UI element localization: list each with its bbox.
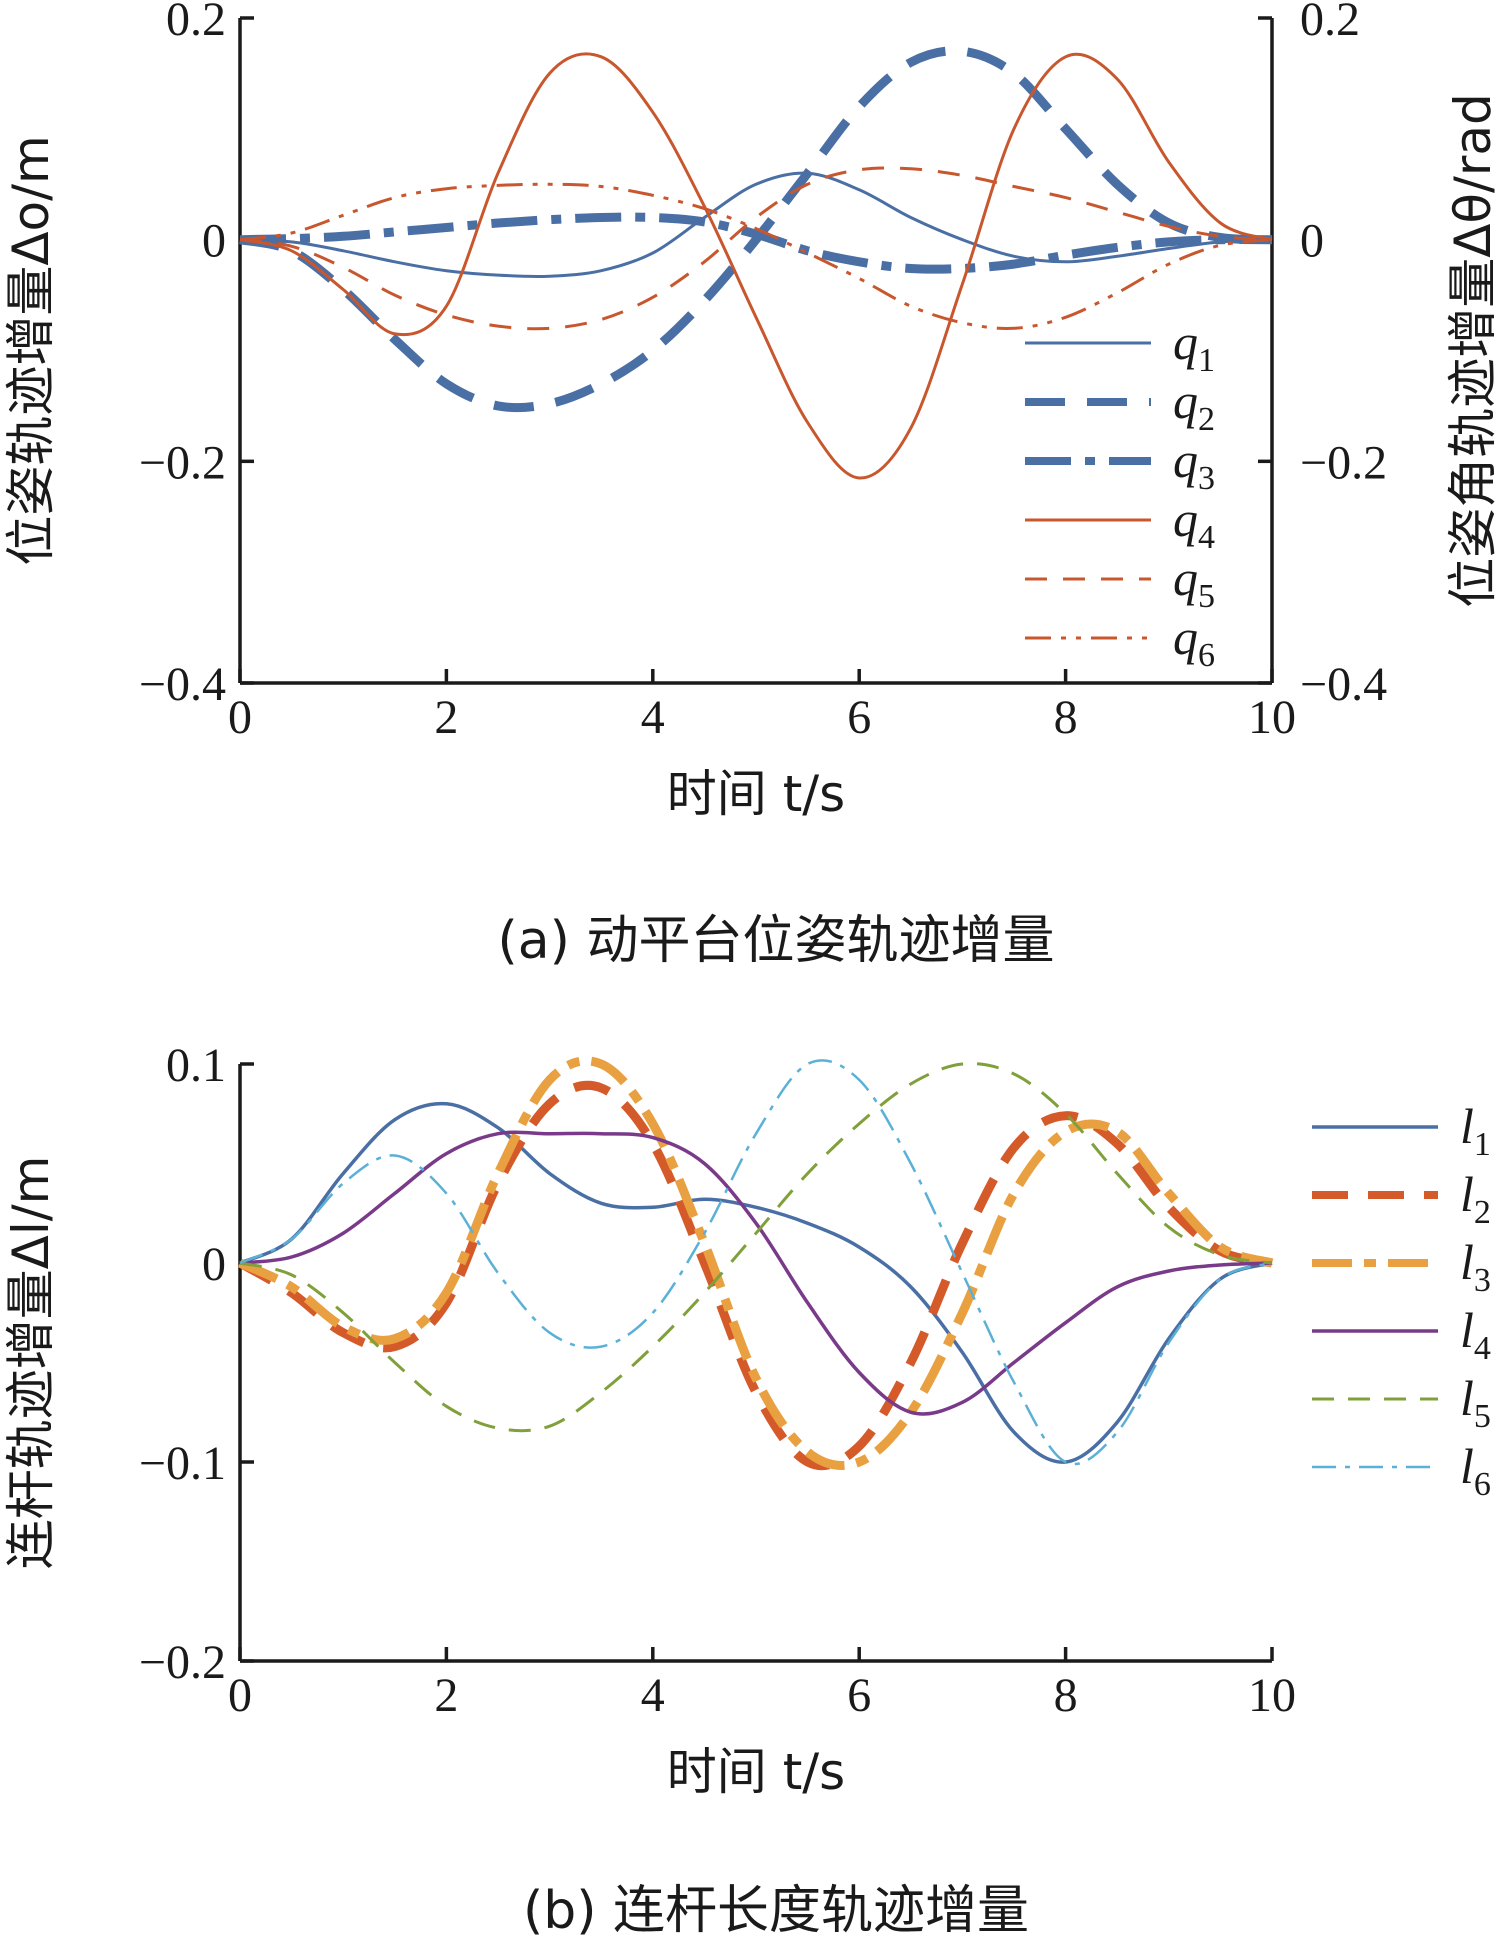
x-tick-label: 2 — [434, 691, 458, 744]
legend-symbol: q — [1173, 491, 1198, 547]
legend-label-q5: q5 — [1173, 550, 1215, 615]
series-line-q6 — [239, 182, 1273, 331]
x-tick-label: 4 — [641, 1669, 665, 1722]
y-tick-label: 0 — [202, 215, 226, 268]
legend-symbol: q — [1173, 609, 1198, 665]
legend-label-q1: q1 — [1173, 314, 1215, 379]
legend-subscript: 2 — [1474, 1194, 1491, 1231]
legend-subscript: 6 — [1198, 637, 1215, 674]
legend-label-l6: l6 — [1460, 1438, 1491, 1503]
y2-tick-label: −0.4 — [1300, 658, 1387, 711]
series-line-q4 — [239, 52, 1273, 480]
legend-symbol: q — [1173, 373, 1198, 429]
legend-symbol: l — [1460, 1098, 1474, 1154]
series-line-l4 — [239, 1130, 1273, 1416]
legend-subscript: 2 — [1198, 401, 1215, 438]
legend-symbol: l — [1460, 1370, 1474, 1426]
x-tick-label: 10 — [1248, 691, 1296, 744]
legend-label-q2: q2 — [1173, 373, 1215, 438]
x-tick-label: 6 — [847, 1669, 871, 1722]
legend-subscript: 5 — [1198, 578, 1215, 615]
series-line-q3 — [239, 212, 1273, 274]
legend-symbol: q — [1173, 432, 1198, 488]
x-tick-label: 2 — [434, 1669, 458, 1722]
x-tick-label: 8 — [1054, 1669, 1078, 1722]
legend-subscript: 4 — [1198, 519, 1215, 556]
x-tick-label: 8 — [1054, 691, 1078, 744]
series-line-l6 — [239, 1059, 1273, 1466]
x-tick-label: 6 — [847, 691, 871, 744]
legend-label-l3: l3 — [1460, 1234, 1491, 1299]
y2-tick-label: 0 — [1300, 215, 1324, 268]
y-tick-label: 0.2 — [166, 0, 226, 46]
legend-label-l1: l1 — [1460, 1098, 1491, 1163]
legend-label-q6: q6 — [1173, 609, 1215, 674]
legend-symbol: l — [1460, 1302, 1474, 1358]
series-line-l3 — [238, 1056, 1274, 1470]
legend-label-l2: l2 — [1460, 1166, 1491, 1231]
legend-subscript: 3 — [1198, 460, 1215, 497]
y-tick-label: −0.2 — [139, 1636, 226, 1689]
y-tick-label: 0 — [202, 1238, 226, 1291]
x-axis-title: 时间 t/s — [667, 1743, 845, 1801]
y-tick-label: −0.2 — [139, 436, 226, 489]
legend-symbol: l — [1460, 1234, 1474, 1290]
x-tick-label: 4 — [641, 691, 665, 744]
legend-label-q4: q4 — [1173, 491, 1215, 556]
legend-label-l4: l4 — [1460, 1302, 1491, 1367]
y-axis-title: 连杆轨迹增量Δl/m — [2, 1156, 60, 1570]
legend-symbol: l — [1460, 1166, 1474, 1222]
y2-tick-label: 0.2 — [1300, 0, 1360, 46]
legend-label-q3: q3 — [1173, 432, 1215, 497]
legend-subscript: 1 — [1198, 342, 1215, 379]
x-axis-title: 时间 t/s — [667, 765, 845, 823]
y-tick-label: 0.1 — [166, 1039, 226, 1092]
y-tick-label: −0.4 — [139, 658, 226, 711]
legend-subscript: 1 — [1474, 1126, 1491, 1163]
y-tick-label: −0.1 — [139, 1437, 226, 1490]
chart-caption: (b) 连杆长度轨迹增量 — [523, 1881, 1029, 1941]
series-line-q5 — [239, 166, 1273, 331]
legend-subscript: 5 — [1474, 1398, 1491, 1435]
legend-subscript: 3 — [1474, 1262, 1491, 1299]
x-tick-label: 10 — [1248, 1669, 1296, 1722]
x-tick-label: 0 — [228, 691, 252, 744]
x-tick-label: 0 — [228, 1669, 252, 1722]
legend-subscript: 6 — [1474, 1466, 1491, 1503]
legend-symbol: q — [1173, 314, 1198, 370]
legend-symbol: q — [1173, 550, 1198, 606]
legend-symbol: l — [1460, 1438, 1474, 1494]
legend-subscript: 4 — [1474, 1330, 1491, 1367]
series-line-l1 — [239, 1101, 1273, 1464]
y-axis-title: 位姿轨迹增量Δo/m — [2, 135, 60, 565]
legend-label-l5: l5 — [1460, 1370, 1491, 1435]
y2-axis-title: 位姿角轨迹增量Δθ/rad — [1444, 93, 1502, 608]
y2-tick-label: −0.2 — [1300, 436, 1387, 489]
series-line-l2 — [237, 1080, 1274, 1471]
series-line-q1 — [239, 171, 1273, 279]
series-line-l5 — [239, 1062, 1273, 1433]
chart-caption: (a) 动平台位姿轨迹增量 — [498, 911, 1055, 971]
chart-a-pose-increment: 0 2 4 6 8 100.20−0.2−0.40.20−0.2−0.4q1q2q3q4q… — [2, 0, 1502, 971]
